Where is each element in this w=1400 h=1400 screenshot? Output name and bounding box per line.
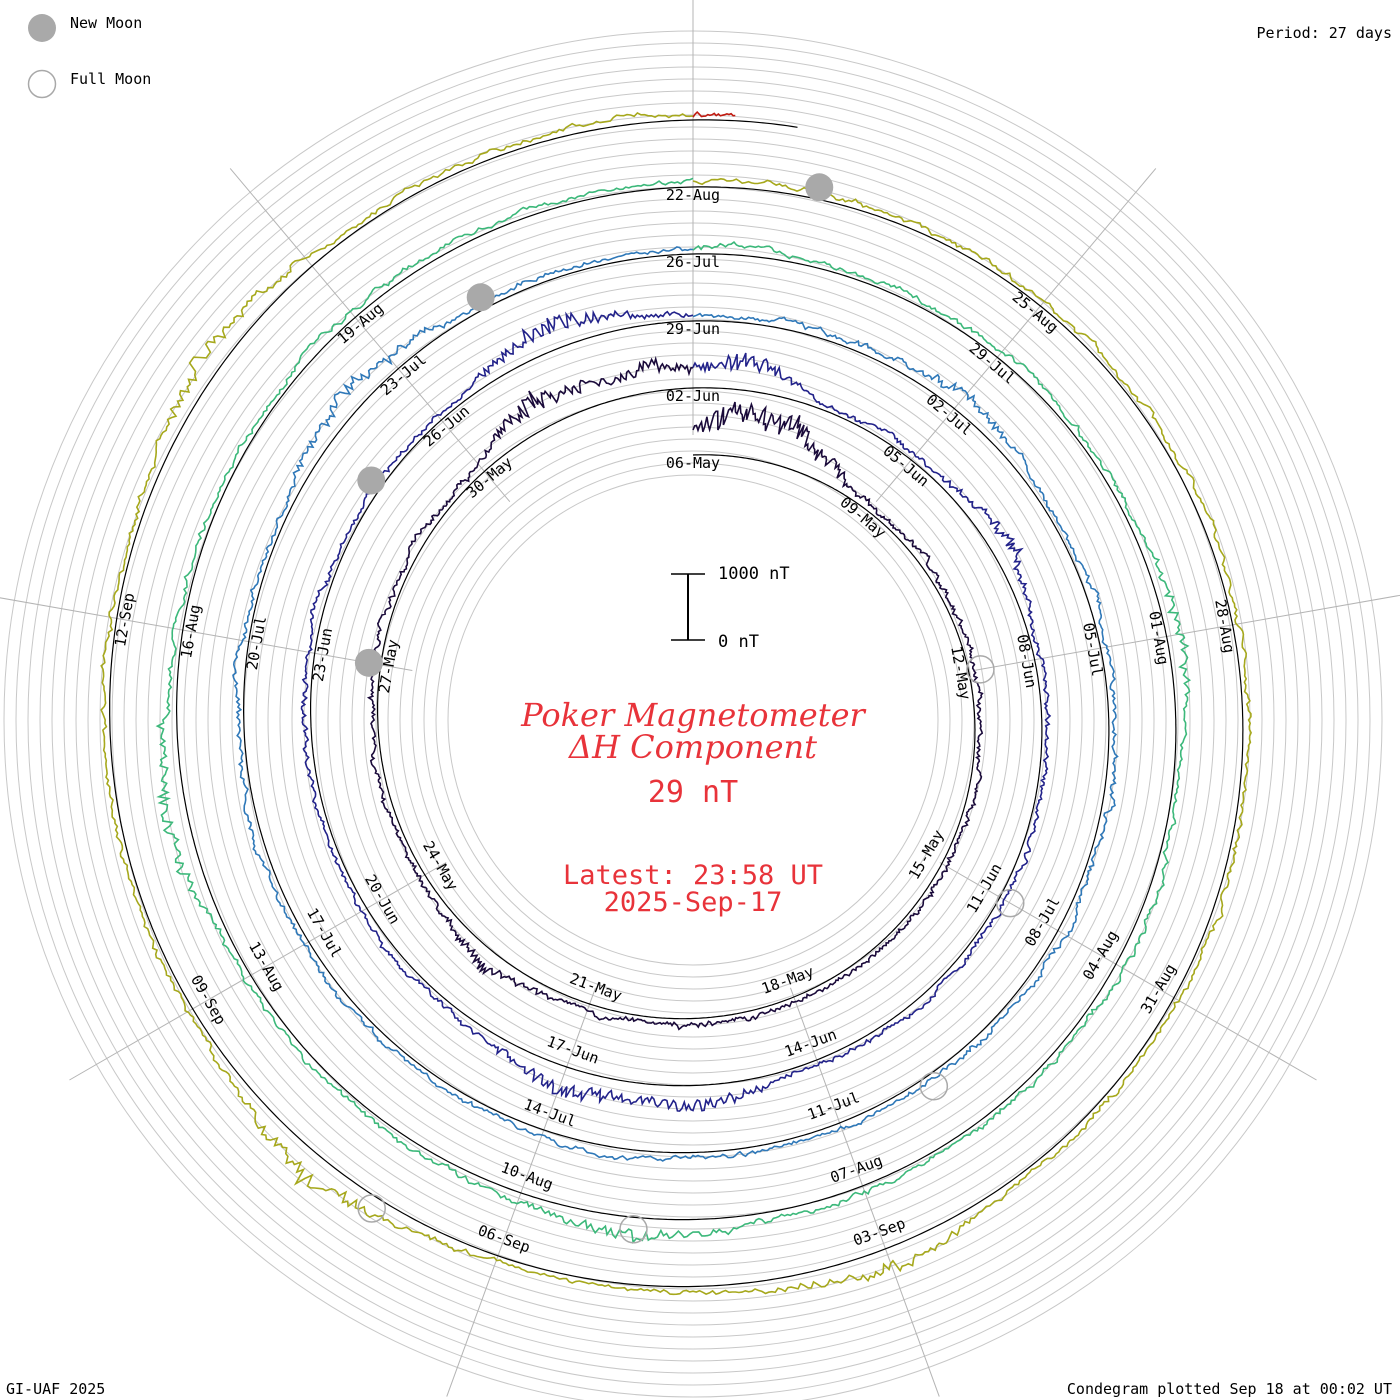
grid-spoke xyxy=(973,594,1400,672)
full-moon-marker xyxy=(919,1071,949,1101)
period-label: Period: 27 days xyxy=(1256,24,1392,42)
grid-ring xyxy=(435,462,951,978)
new-moon-marker xyxy=(466,283,495,312)
new-moon-legend-label: New Moon xyxy=(70,14,142,32)
chart-title: Poker Magnetometer xyxy=(520,696,866,734)
credit-label: GI-UAF 2025 xyxy=(6,1380,106,1398)
grid-spoke xyxy=(446,987,596,1397)
spiral-baseline xyxy=(109,119,1244,1288)
scale-bar-bottom-label: 0 nT xyxy=(718,632,759,652)
latest-time: Latest: 23:58 UT xyxy=(563,860,823,891)
grid-ring xyxy=(447,474,939,966)
date-label: 23-Jul xyxy=(377,351,430,400)
full-moon-marker xyxy=(966,655,995,684)
chart-subtitle: ΔH Component xyxy=(567,728,817,766)
full-moon-marker xyxy=(357,1194,386,1223)
full-moon-marker xyxy=(619,1215,648,1244)
date-label: 04-Aug xyxy=(1079,927,1122,983)
grid-spoke xyxy=(875,168,1157,502)
date-label: 18-May xyxy=(759,962,816,997)
date-label: 14-Jun xyxy=(782,1025,839,1060)
trace-rotation-06-May xyxy=(366,355,984,1031)
trace-rotation-29-Jun xyxy=(232,246,1119,1162)
moon-markers xyxy=(354,173,1025,1244)
date-label: 06-May xyxy=(666,454,720,472)
date-label: 12-Sep xyxy=(111,592,138,648)
date-label: 20-Jul xyxy=(243,615,270,671)
date-label: 16-Aug xyxy=(177,603,204,659)
date-label: 29-Jun xyxy=(666,320,720,338)
trace-rotation-02-Jun xyxy=(300,309,1052,1112)
new-moon-legend-icon xyxy=(28,14,56,42)
full-moon-legend-icon xyxy=(27,69,57,99)
trace-rotation-22-Aug xyxy=(100,112,1252,1296)
date-label: 26-Jul xyxy=(666,253,720,271)
date-label: 11-Jun xyxy=(963,860,1006,916)
date-label: 22-Aug xyxy=(666,186,720,204)
trace-rotation-26-Jul xyxy=(155,177,1191,1245)
current-value: 29 nT xyxy=(648,775,738,810)
date-label: 11-Jul xyxy=(805,1088,862,1123)
grid-ring xyxy=(411,438,975,1002)
date-label: 31-Aug xyxy=(1137,961,1180,1017)
grid-spoke xyxy=(0,597,413,672)
plot-timestamp: Condegram plotted Sep 18 at 00:02 UT xyxy=(1066,1380,1392,1398)
full-moon-marker xyxy=(996,888,1025,918)
date-label: 01-Aug xyxy=(1145,610,1172,666)
grid-spoke xyxy=(229,168,511,502)
date-label: 27-May xyxy=(375,638,402,694)
new-moon-marker xyxy=(805,173,834,202)
new-moon-marker xyxy=(357,466,386,495)
date-label: 02-Jun xyxy=(666,387,720,405)
grid-spoke xyxy=(69,862,447,1081)
trace-rotation-18-Sep xyxy=(692,110,736,118)
scale-bar-top-label: 1000 nT xyxy=(718,564,790,584)
data-traces xyxy=(100,110,1252,1296)
date-label: 08-Jun xyxy=(1013,633,1040,689)
grid-ring xyxy=(423,450,963,990)
latest-date: 2025-Sep-17 xyxy=(604,887,783,918)
grid-spoke xyxy=(939,862,1317,1081)
new-moon-marker xyxy=(354,648,383,677)
full-moon-legend-label: Full Moon xyxy=(70,70,151,88)
